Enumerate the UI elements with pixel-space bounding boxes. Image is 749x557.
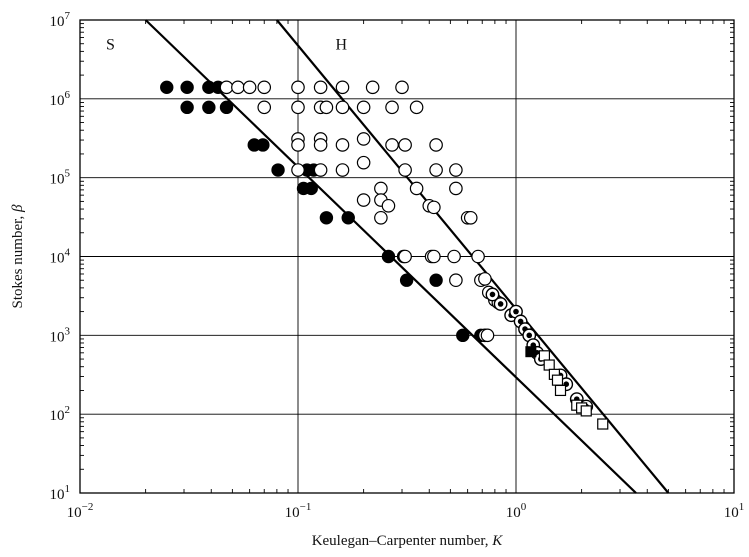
filled-circle-point — [429, 273, 443, 287]
open-circle-point — [231, 80, 245, 95]
open-circle-point — [335, 80, 350, 95]
open-circle-point — [219, 80, 234, 95]
y-tick-label: 104 — [50, 247, 71, 267]
open-circle-point — [313, 163, 328, 177]
open-circle-point — [291, 163, 305, 177]
open-circle-point — [429, 163, 443, 177]
filled-circle-point — [180, 80, 194, 95]
tick-labels: 10−2 10−1 100 101 101 102 103 104 105 106 107 — [50, 10, 745, 521]
open-circle-point — [356, 100, 371, 115]
open-circle-point — [242, 80, 257, 95]
open-circle-point — [356, 132, 371, 146]
dotted-circle-point — [485, 287, 500, 302]
open-circle-point — [335, 100, 350, 115]
filled-circle-point — [319, 211, 334, 225]
open-circle-point — [447, 249, 461, 264]
filled-circle-point — [381, 249, 396, 264]
line-label-h: H — [336, 37, 348, 54]
open-circle-point — [395, 80, 409, 95]
open-circle-point — [335, 138, 350, 152]
open-circle-point — [365, 80, 380, 95]
dotted-circle-point — [509, 304, 523, 319]
axis-ticks — [80, 20, 734, 493]
open-circle-point — [449, 181, 463, 196]
filled-circle-point — [180, 100, 194, 115]
open-circle-point — [478, 272, 492, 286]
open-circle-point — [291, 138, 305, 152]
open-square-point — [543, 359, 555, 371]
open-circle-point — [257, 80, 272, 95]
open-circle-point — [398, 249, 412, 264]
filled-circle-point — [160, 80, 174, 95]
x-tick-label: 10−2 — [67, 501, 94, 521]
open-circle-point — [313, 138, 328, 152]
y-axis-label: Stokes number, β — [10, 204, 26, 308]
open-circle-point — [449, 163, 463, 177]
open-circle-point — [463, 210, 478, 225]
open-circle-point — [313, 80, 328, 95]
open-circle-point — [409, 100, 424, 115]
y-tick-label: 101 — [50, 483, 71, 503]
open-circle-point — [449, 273, 463, 288]
open-circle-point — [374, 181, 388, 196]
filled-circle-point — [399, 273, 414, 287]
open-circle-point — [480, 328, 495, 343]
filled-circle-point — [456, 328, 470, 343]
open-circle-point — [257, 100, 272, 115]
open-square-point — [597, 418, 609, 430]
dotted-circle-point — [493, 297, 508, 311]
open-circle-point — [471, 249, 485, 264]
filled-circle-point — [304, 181, 318, 196]
x-tick-label: 100 — [506, 501, 527, 521]
open-circle-point — [385, 100, 399, 115]
y-tick-label: 102 — [50, 404, 71, 424]
y-tick-label: 106 — [50, 89, 71, 109]
data-points — [160, 80, 609, 430]
open-circle-point — [409, 181, 424, 196]
y-tick-label: 107 — [50, 10, 71, 30]
open-circle-point — [429, 138, 443, 152]
x-tick-label: 101 — [724, 501, 745, 521]
open-square-point — [580, 405, 592, 417]
filled-circle-point — [341, 211, 355, 225]
filled-circle-point — [271, 163, 285, 177]
open-circle-point — [374, 210, 388, 225]
filled-circle-point — [256, 138, 270, 152]
open-circle-point — [398, 138, 412, 152]
open-circle-point — [291, 80, 305, 95]
open-circle-point — [385, 138, 399, 152]
open-circle-point — [335, 163, 350, 177]
open-square-point — [554, 384, 567, 397]
open-circle-point — [291, 100, 305, 115]
open-circle-point — [398, 163, 412, 177]
y-tick-label: 105 — [50, 168, 71, 188]
open-circle-point — [427, 200, 441, 215]
x-axis-label: Keulegan–Carpenter number, K — [312, 533, 504, 549]
open-circle-point — [319, 100, 334, 115]
y-tick-label: 103 — [50, 325, 71, 345]
filled-square-point — [525, 346, 537, 358]
line-label-s: S — [106, 37, 115, 54]
x-tick-label: 10−1 — [285, 501, 312, 521]
open-square-point — [538, 350, 551, 362]
filled-circle-point — [219, 100, 234, 115]
open-square-point — [551, 374, 564, 386]
filled-circle-point — [202, 100, 216, 115]
open-circle-point — [356, 155, 371, 170]
open-circle-point — [427, 249, 441, 264]
open-circle-point — [356, 193, 371, 207]
open-circle-point — [381, 198, 396, 213]
plot-frame — [79, 19, 735, 494]
